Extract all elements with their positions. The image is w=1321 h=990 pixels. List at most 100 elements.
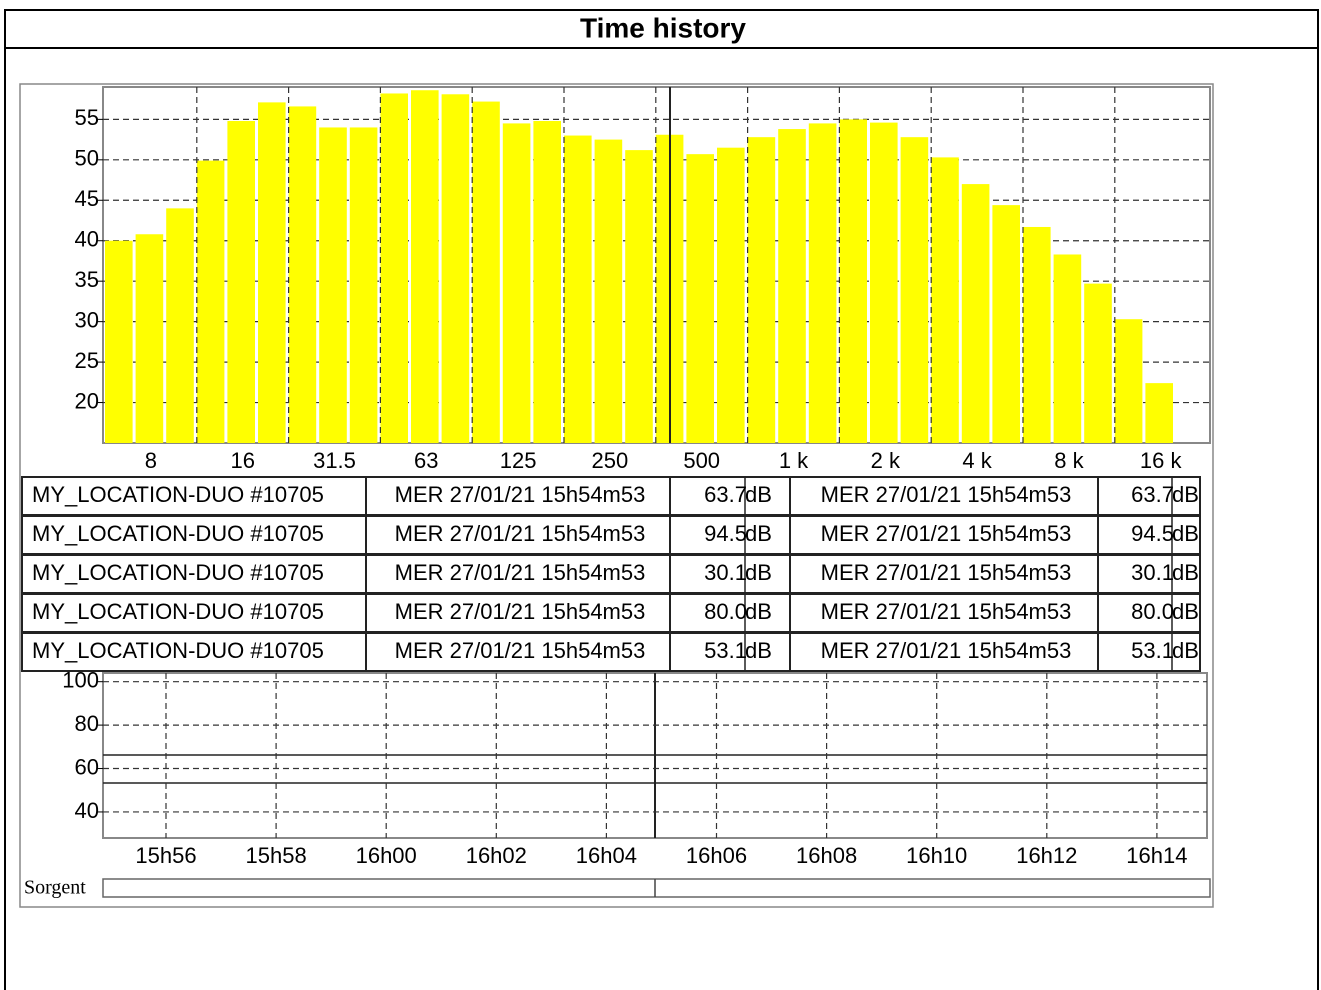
table-text: dB — [745, 638, 772, 663]
y-tick-label: 80 — [75, 711, 99, 736]
y-tick-label: 45 — [75, 186, 99, 211]
bar — [105, 240, 133, 443]
x-tick-label: 8 k — [1054, 448, 1084, 473]
bar — [1023, 226, 1051, 443]
page-frame — [4, 9, 1319, 990]
bar — [808, 123, 837, 443]
table-text: MER 27/01/21 15h54m53 — [821, 560, 1072, 585]
table-cell — [669, 554, 791, 594]
bar — [594, 139, 623, 443]
table-text: 94.5 — [1131, 521, 1174, 546]
table-cell — [1097, 554, 1201, 594]
table-cell — [1097, 476, 1201, 516]
y-tick-label: 30 — [75, 307, 99, 332]
bar — [992, 205, 1020, 443]
table-text: MER 27/01/21 15h54m53 — [395, 638, 646, 663]
table-text: MY_LOCATION-DUO #10705 — [32, 638, 324, 663]
bar — [1053, 254, 1082, 443]
bar — [686, 154, 714, 443]
source-label: Sorgent — [24, 877, 86, 899]
bar — [717, 147, 745, 443]
y-tick-label: 60 — [75, 754, 99, 779]
table-cell — [789, 632, 1099, 672]
bar — [1145, 383, 1173, 443]
bar — [625, 150, 653, 444]
x-tick-label: 63 — [414, 448, 438, 473]
bar — [319, 127, 347, 444]
x-tick-label: 16h06 — [686, 843, 747, 868]
bar — [931, 157, 959, 443]
x-tick-label: 8 — [145, 448, 157, 473]
table-cell — [365, 632, 671, 672]
table-cell — [669, 593, 791, 633]
table-cell — [1097, 515, 1201, 555]
bar — [349, 127, 378, 444]
x-tick-label: 250 — [592, 448, 629, 473]
y-tick-label: 20 — [75, 388, 99, 413]
bar — [258, 102, 286, 443]
x-tick-label: 125 — [500, 448, 537, 473]
bar — [411, 90, 439, 444]
table-cell — [789, 476, 1099, 516]
bar — [747, 137, 776, 443]
table-text: MY_LOCATION-DUO #10705 — [32, 482, 324, 507]
bar — [441, 94, 470, 444]
bar — [502, 123, 531, 443]
table-cell — [1097, 593, 1201, 633]
table-text: 80.0 — [704, 599, 747, 624]
table-text: MY_LOCATION-DUO #10705 — [32, 599, 324, 624]
table-cell — [365, 554, 671, 594]
table-text: dB — [1172, 521, 1199, 546]
table-text: 63.7 — [1131, 482, 1174, 507]
page-title: Time history — [580, 12, 746, 43]
table-cell — [669, 515, 791, 555]
bar — [166, 208, 194, 443]
x-tick-label: 16 k — [1140, 448, 1183, 473]
table-text: MY_LOCATION-DUO #10705 — [32, 560, 324, 585]
table-cell — [365, 515, 671, 555]
bar — [227, 120, 255, 444]
report-frame — [19, 83, 1214, 908]
table-text: 30.1 — [704, 560, 747, 585]
bar — [961, 184, 990, 443]
table-text: MER 27/01/21 15h54m53 — [821, 638, 1072, 663]
bar — [1114, 319, 1143, 443]
bar — [196, 160, 225, 444]
table-text: dB — [1172, 599, 1199, 624]
table-text: MER 27/01/21 15h54m53 — [395, 560, 646, 585]
table-cell — [789, 593, 1099, 633]
x-tick-label: 16h04 — [576, 843, 637, 868]
table-cell — [789, 554, 1099, 594]
table-cell — [21, 515, 367, 555]
x-tick-label: 16 — [230, 448, 254, 473]
bar — [839, 119, 867, 443]
table-cell — [1097, 632, 1201, 672]
table-text: 80.0 — [1131, 599, 1174, 624]
table-text: dB — [1172, 560, 1199, 585]
bar — [778, 129, 806, 443]
x-tick-label: 1 k — [779, 448, 809, 473]
bar — [288, 106, 317, 443]
source-strip — [102, 878, 1211, 898]
table-text: dB — [745, 521, 772, 546]
table-text: MER 27/01/21 15h54m53 — [395, 521, 646, 546]
bar — [472, 101, 500, 444]
y-tick-label: 40 — [75, 227, 99, 252]
x-tick-label: 15h58 — [246, 843, 307, 868]
table-text: MER 27/01/21 15h54m53 — [821, 599, 1072, 624]
bar — [380, 93, 408, 444]
x-tick-label: 31.5 — [313, 448, 356, 473]
x-tick-label: 16h10 — [906, 843, 967, 868]
table-text: MY_LOCATION-DUO #10705 — [32, 521, 324, 546]
y-tick-label: 25 — [75, 348, 99, 373]
x-tick-label: 16h14 — [1126, 843, 1187, 868]
bar — [533, 120, 561, 444]
table-text: dB — [1172, 482, 1199, 507]
bar — [1084, 283, 1112, 443]
table-cell — [21, 593, 367, 633]
table-text: 63.7 — [704, 482, 747, 507]
table-text: 30.1 — [1131, 560, 1174, 585]
x-tick-label: 16h02 — [466, 843, 527, 868]
bar — [135, 234, 164, 443]
